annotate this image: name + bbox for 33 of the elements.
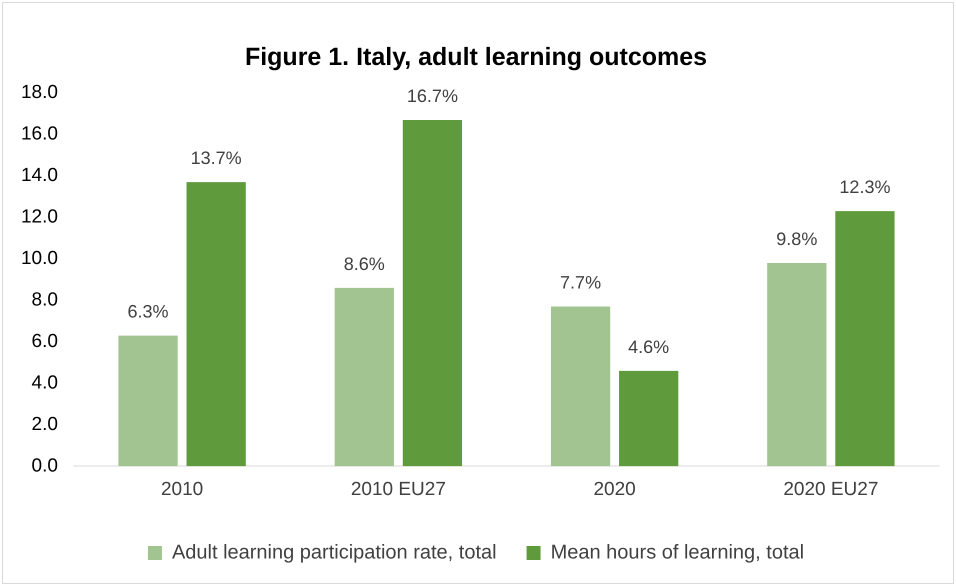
y-tick-label: 12.0 xyxy=(20,206,58,228)
data-label: 9.8% xyxy=(776,228,818,249)
bar xyxy=(334,288,394,466)
bar xyxy=(118,336,178,466)
bar xyxy=(835,211,895,466)
y-tick-label: 0.0 xyxy=(32,455,58,476)
y-tick-label: 14.0 xyxy=(20,165,58,186)
legend-label: Mean hours of learning, total xyxy=(550,542,804,564)
y-tick-label: 18.0 xyxy=(20,82,58,104)
x-tick-label: 2010 xyxy=(160,478,204,500)
y-tick-label: 6.0 xyxy=(32,331,58,352)
legend-label: Adult learning participation rate, total xyxy=(172,542,497,564)
bar xyxy=(186,182,246,466)
x-tick-label: 2020 xyxy=(593,478,636,500)
data-label: 4.6% xyxy=(628,336,670,357)
data-label: 16.7% xyxy=(406,86,458,106)
bar xyxy=(619,370,678,466)
bar xyxy=(402,120,462,466)
y-tick-label: 8.0 xyxy=(32,290,58,311)
bar xyxy=(550,306,610,466)
y-tick-label: 2.0 xyxy=(32,414,58,435)
data-label: 6.3% xyxy=(128,302,169,322)
data-label: 13.7% xyxy=(190,148,242,168)
data-label: 8.6% xyxy=(344,254,385,274)
y-tick-label: 4.0 xyxy=(32,372,58,394)
data-label: 12.3% xyxy=(839,177,890,198)
data-label: 7.7% xyxy=(560,272,602,293)
x-tick-label: 2020 EU27 xyxy=(783,478,878,500)
chart-title: Figure 1. Italy, adult learning outcomes xyxy=(244,42,708,71)
y-tick-label: 10.0 xyxy=(20,248,58,270)
y-tick-label: 16.0 xyxy=(20,124,58,145)
x-tick-label: 2010 EU27 xyxy=(350,478,446,500)
bar xyxy=(767,263,826,466)
